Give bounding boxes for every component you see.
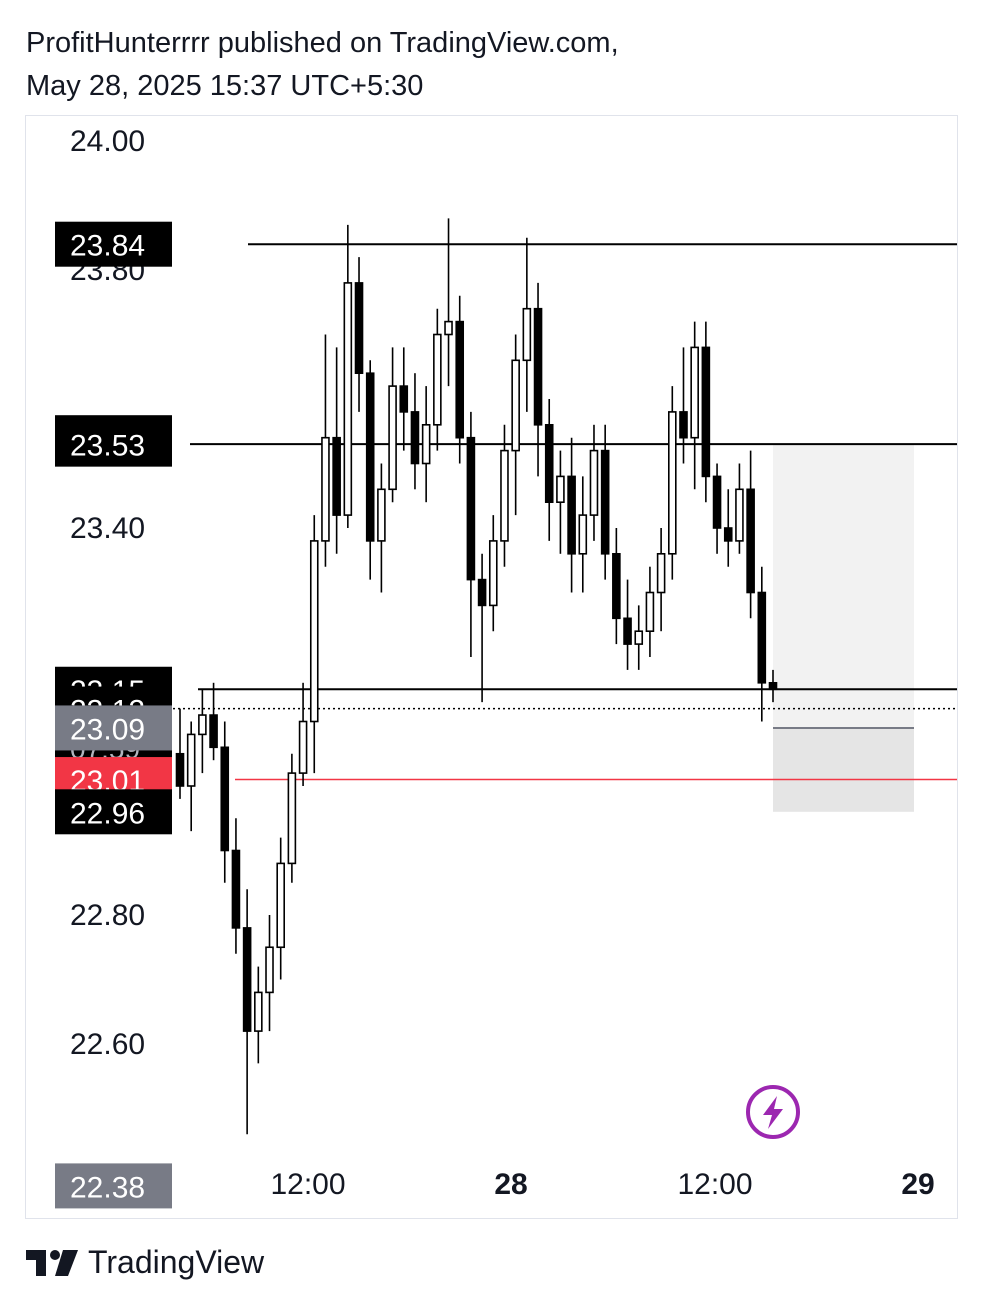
candle-body bbox=[209, 714, 218, 749]
candle-body bbox=[656, 552, 666, 594]
candlestick-chart[interactable]: 24.0023.8023.4022.8022.6023.8423.5423.53… bbox=[26, 116, 957, 1218]
candle-body bbox=[623, 617, 632, 645]
candle-body bbox=[175, 752, 185, 787]
candle-body bbox=[242, 927, 252, 1032]
candle-body bbox=[433, 333, 442, 426]
candle-body bbox=[757, 591, 767, 684]
x-axis-tick-label: 12:00 bbox=[270, 1168, 345, 1201]
price-label-badge bbox=[55, 705, 172, 751]
y-axis-tick-label: 24.00 bbox=[70, 125, 145, 158]
candle-body bbox=[265, 946, 274, 994]
candle-body bbox=[477, 578, 487, 607]
candle-body bbox=[298, 720, 308, 774]
chart-panel[interactable]: 24.0023.8023.4022.8022.6023.8423.5423.53… bbox=[25, 115, 958, 1219]
x-axis-tick-label: 29 bbox=[901, 1168, 934, 1201]
candle-body bbox=[231, 849, 241, 929]
candle-body bbox=[220, 746, 230, 852]
price-label-value: 23.84 bbox=[70, 230, 145, 263]
candle-body bbox=[679, 411, 688, 439]
price-label-badge bbox=[55, 1163, 172, 1209]
candle-body bbox=[276, 862, 285, 949]
price-label-badge bbox=[55, 221, 172, 267]
candle-body bbox=[735, 488, 744, 542]
candle-body bbox=[544, 423, 554, 503]
candle-body bbox=[690, 346, 699, 439]
candle-body bbox=[634, 630, 644, 645]
candle-body bbox=[533, 307, 543, 426]
publish-date-line: May 28, 2025 15:37 UTC+5:30 bbox=[26, 70, 424, 102]
lightning-bolt-icon[interactable] bbox=[746, 1085, 800, 1139]
candle-body bbox=[377, 488, 386, 542]
candle-body bbox=[254, 991, 263, 1032]
candle-body bbox=[578, 514, 588, 555]
y-axis-tick-label: 22.80 bbox=[70, 899, 145, 932]
candle-body bbox=[567, 475, 576, 555]
candle-body bbox=[343, 282, 353, 516]
y-axis-tick-label: 22.60 bbox=[70, 1028, 145, 1061]
candle-body bbox=[712, 475, 722, 529]
candle-body bbox=[309, 540, 319, 723]
candle-body bbox=[421, 423, 431, 465]
tradingview-brand-name: TradingView bbox=[88, 1244, 265, 1280]
candle-body bbox=[511, 359, 520, 452]
candle-body bbox=[589, 449, 599, 516]
x-axis-tick-label: 28 bbox=[494, 1168, 527, 1201]
price-label-value: 23.53 bbox=[70, 430, 145, 463]
candle-body bbox=[668, 411, 677, 555]
footer-branding: TradingView bbox=[26, 1244, 264, 1281]
candle-body bbox=[388, 385, 397, 491]
candle-body bbox=[444, 320, 453, 336]
candle-body bbox=[332, 436, 341, 516]
candle-body bbox=[746, 488, 755, 594]
price-label-badge bbox=[55, 421, 172, 467]
candle-body bbox=[365, 372, 375, 542]
candle-body bbox=[466, 436, 476, 581]
price-label-value: 22.38 bbox=[70, 1171, 145, 1204]
position-stop-zone[interactable] bbox=[773, 727, 914, 812]
position-target-zone[interactable] bbox=[773, 444, 914, 728]
candle-body bbox=[287, 772, 297, 865]
x-axis-tick-label: 12:00 bbox=[677, 1168, 752, 1201]
candle-body bbox=[410, 411, 420, 465]
candle-body bbox=[645, 591, 655, 633]
publish-author-line: ProfitHunterrrr published on TradingView… bbox=[26, 27, 619, 59]
candle-body bbox=[186, 733, 196, 787]
candle-body bbox=[321, 436, 330, 542]
candle-body bbox=[198, 714, 207, 736]
publish-header: ProfitHunterrrr published on TradingView… bbox=[26, 22, 619, 108]
candle-body bbox=[701, 346, 711, 478]
candle-body bbox=[556, 475, 565, 503]
candle-body bbox=[354, 282, 364, 374]
y-axis-tick-label: 23.40 bbox=[70, 512, 145, 545]
candle-body bbox=[522, 307, 532, 362]
tradingview-logo-icon bbox=[26, 1249, 78, 1276]
candle-body bbox=[488, 540, 498, 607]
price-label-value: 23.09 bbox=[70, 713, 145, 746]
candle-body bbox=[768, 681, 778, 691]
price-label-value: 22.96 bbox=[70, 797, 145, 830]
candle-body bbox=[723, 527, 733, 542]
candle-body bbox=[500, 449, 509, 542]
candle-body bbox=[600, 449, 610, 555]
candle-body bbox=[455, 320, 465, 439]
candle-body bbox=[612, 552, 621, 620]
price-label-badge bbox=[55, 789, 172, 835]
candle-body bbox=[399, 385, 409, 413]
